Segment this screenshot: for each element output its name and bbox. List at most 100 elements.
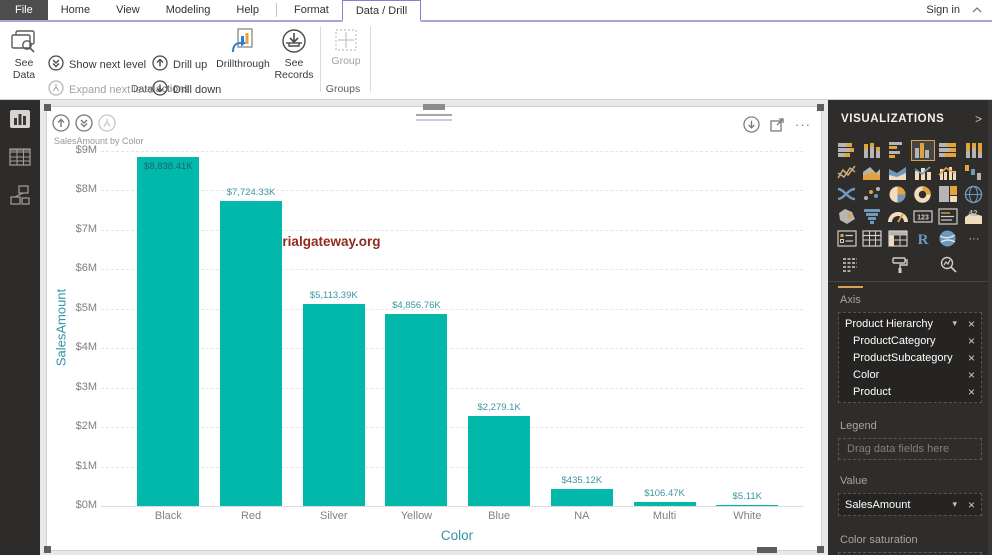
- bar-blue[interactable]: [468, 416, 530, 506]
- sign-in-button[interactable]: Sign in: [916, 0, 970, 20]
- y-tick-label: $8M: [51, 183, 97, 195]
- remove-field-icon[interactable]: ×: [968, 385, 975, 399]
- stacked-area-chart-icon[interactable]: [886, 162, 910, 183]
- format-tab[interactable]: [887, 252, 912, 288]
- funnel-icon[interactable]: [860, 206, 884, 227]
- report-view-button[interactable]: [0, 100, 40, 138]
- r-script-visual-icon[interactable]: R: [911, 228, 935, 249]
- y-tick-label: $0M: [51, 499, 97, 511]
- chart-visual[interactable]: ··· SalesAmount by Color SalesAmount Col…: [46, 106, 822, 551]
- 100-stacked-bar-chart-icon[interactable]: [936, 140, 960, 161]
- ribbon: See Data Show next levelExpand next leve…: [0, 22, 992, 100]
- show-next-level-icon: [48, 55, 64, 74]
- bar-multi[interactable]: [634, 502, 696, 506]
- ribbon-collapse-icon[interactable]: [970, 0, 992, 20]
- map-icon[interactable]: [962, 184, 986, 205]
- group-icon: [334, 28, 358, 55]
- field-color[interactable]: Color×: [839, 366, 981, 383]
- drill-up-icon: [152, 55, 168, 74]
- field-dropdown-icon[interactable]: ▾: [952, 318, 957, 329]
- multi-row-card-icon[interactable]: [936, 206, 960, 227]
- x-category-label: White: [702, 510, 792, 522]
- data-view-button[interactable]: [0, 138, 40, 176]
- line-chart-icon[interactable]: [835, 162, 859, 183]
- field-productsubcategory[interactable]: ProductSubcategory×: [839, 349, 981, 366]
- drill-up-button[interactable]: Drill up: [152, 55, 207, 74]
- menu-tab-view[interactable]: View: [103, 0, 153, 20]
- clustered-column-chart-icon[interactable]: [911, 140, 935, 161]
- menu-tab-format[interactable]: Format: [281, 0, 342, 20]
- bar-black[interactable]: [137, 157, 199, 506]
- filled-map-icon[interactable]: [835, 206, 859, 227]
- 100-stacked-column-chart-icon[interactable]: [962, 140, 986, 161]
- field-productcategory[interactable]: ProductCategory×: [839, 332, 981, 349]
- gridline: [101, 427, 803, 428]
- field-name: Product: [853, 386, 964, 398]
- drillthrough-button[interactable]: Drillthrough: [212, 28, 274, 70]
- pie-chart-icon[interactable]: [886, 184, 910, 205]
- more-options-icon[interactable]: ···: [962, 228, 986, 249]
- menu-tab-data-drill[interactable]: Data / Drill: [342, 0, 421, 22]
- table-icon[interactable]: [860, 228, 884, 249]
- menu-tab-help[interactable]: Help: [223, 0, 272, 20]
- field-name: SalesAmount: [845, 499, 952, 511]
- remove-field-icon[interactable]: ×: [968, 351, 975, 365]
- slicer-icon[interactable]: [835, 228, 859, 249]
- show-next-level-button[interactable]: Show next level: [48, 55, 146, 74]
- arcgis-map-icon[interactable]: [936, 228, 960, 249]
- pane-title: VISUALIZATIONS: [841, 113, 944, 125]
- visualizations-pane: VISUALIZATIONS > 12342R··· Axis Product …: [828, 100, 992, 555]
- fields-tab[interactable]: [838, 252, 863, 288]
- gauge-icon[interactable]: [886, 206, 910, 227]
- data-label: $435.12K: [537, 475, 627, 486]
- remove-field-icon[interactable]: ×: [968, 368, 975, 382]
- remove-field-icon[interactable]: ×: [968, 317, 975, 331]
- line-and-clustered-column-chart-icon[interactable]: [936, 162, 960, 183]
- area-chart-icon[interactable]: [860, 162, 884, 183]
- legend-drop-zone[interactable]: Drag data fields here: [838, 438, 982, 460]
- card-icon[interactable]: 123: [911, 206, 935, 227]
- field-dropdown-icon[interactable]: ▾: [952, 499, 957, 510]
- model-view-button[interactable]: [0, 176, 40, 214]
- pane-tab-divider: [828, 281, 992, 282]
- line-and-stacked-column-chart-icon[interactable]: [911, 162, 935, 183]
- menu-tabs: FileHomeViewModelingHelp FormatData / Dri…: [0, 0, 421, 20]
- data-label: $8,838.41K: [123, 161, 213, 172]
- bar-yellow[interactable]: [385, 314, 447, 506]
- remove-field-icon[interactable]: ×: [968, 334, 975, 348]
- bar-red[interactable]: [220, 201, 282, 506]
- field-product[interactable]: Product ×: [839, 383, 981, 400]
- analytics-tab[interactable]: [936, 252, 961, 288]
- remove-field-icon[interactable]: ×: [968, 498, 975, 512]
- kpi-icon[interactable]: 42: [962, 206, 986, 227]
- donut-chart-icon[interactable]: [911, 184, 935, 205]
- matrix-icon[interactable]: [886, 228, 910, 249]
- field-product hierarchy[interactable]: Product Hierarchy▾×: [839, 315, 981, 332]
- menu-tab-modeling[interactable]: Modeling: [153, 0, 224, 20]
- svg-text:R: R: [918, 232, 929, 248]
- treemap-icon[interactable]: [936, 184, 960, 205]
- group-button[interactable]: Group: [328, 28, 364, 67]
- pane-scrollbar[interactable]: [988, 100, 992, 555]
- ribbon-chart-icon[interactable]: [835, 184, 859, 205]
- x-category-label: Blue: [454, 510, 544, 522]
- svg-text:42: 42: [968, 209, 977, 218]
- stacked-bar-chart-icon[interactable]: [835, 140, 859, 161]
- powerbi-window: FileHomeViewModelingHelp FormatData / Dri…: [0, 0, 992, 555]
- see-data-button[interactable]: See Data: [6, 28, 42, 81]
- menu-tab-home[interactable]: Home: [48, 0, 103, 20]
- waterfall-chart-icon[interactable]: [962, 162, 986, 183]
- bar-silver[interactable]: [303, 304, 365, 506]
- clustered-bar-chart-icon[interactable]: [886, 140, 910, 161]
- pane-tabs: [838, 252, 961, 288]
- report-canvas[interactable]: ··· SalesAmount by Color SalesAmount Col…: [40, 100, 828, 555]
- bar-na[interactable]: [551, 489, 613, 506]
- pane-collapse-icon[interactable]: >: [975, 112, 982, 126]
- scatter-chart-icon[interactable]: [860, 184, 884, 205]
- see-records-button[interactable]: See Records: [272, 28, 316, 81]
- field-salesamount[interactable]: SalesAmount▾ ×: [839, 496, 981, 513]
- menu-tab-file[interactable]: File: [0, 0, 48, 20]
- bar-white[interactable]: [716, 505, 778, 507]
- menu-separator: [276, 3, 277, 17]
- stacked-column-chart-icon[interactable]: [860, 140, 884, 161]
